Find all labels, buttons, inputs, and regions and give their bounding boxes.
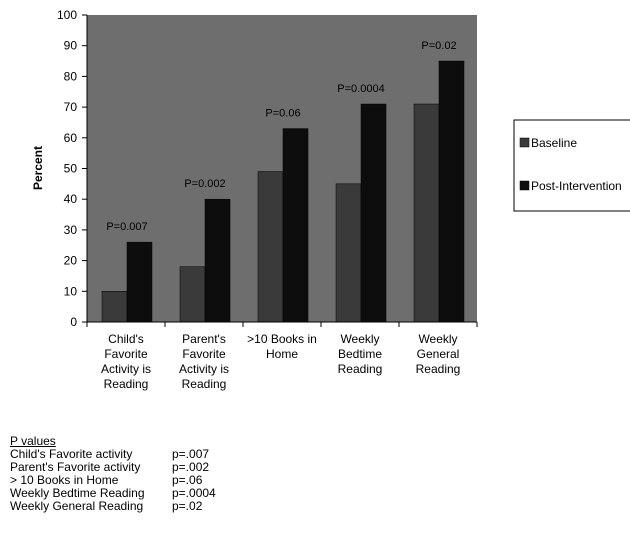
p-value-annotation: P=0.002 xyxy=(184,178,225,190)
y-axis: 0 10 20 30 40 50 60 70 80 90 100 xyxy=(57,8,88,329)
p-value-label: Weekly Bedtime Reading xyxy=(10,486,145,500)
p-value-label: Child's Favorite activity xyxy=(10,447,133,461)
x-tick-label: Weekly General Reading xyxy=(416,332,461,376)
bar-post-intervention xyxy=(282,128,309,323)
x-tick-label: >10 Books in Home xyxy=(247,332,317,361)
legend-swatch-baseline xyxy=(519,137,530,148)
bar-chart: P=0.007 P=0.002 P=0.06 P=0.0004 P=0.02 0 10 20… xyxy=(31,8,630,391)
p-value-row: > 10 Books in Home p=.06 xyxy=(10,474,216,487)
bars-group xyxy=(101,60,465,323)
y-tick-label: 60 xyxy=(64,131,78,145)
y-tick-label: 40 xyxy=(64,192,78,206)
x-tick-label: Child's Favorite Activity is Reading xyxy=(101,332,151,391)
x-tick-label: Weekly Bedtime Reading xyxy=(338,332,383,376)
p-value-label: Weekly General Reading xyxy=(10,499,144,513)
p-values-title: P values xyxy=(10,434,56,448)
y-tick-label: 0 xyxy=(70,315,77,329)
y-tick-label: 80 xyxy=(64,69,78,83)
p-value: p=.06 xyxy=(172,473,203,487)
x-axis: Child's Favorite Activity is Reading Parent'… xyxy=(86,321,478,391)
p-value-label: > 10 Books in Home xyxy=(10,473,119,487)
p-value-annotation: P=0.06 xyxy=(265,108,300,120)
p-value-row: Weekly Bedtime Reading p=.0004 xyxy=(10,487,216,500)
y-tick-label: 20 xyxy=(64,254,78,268)
bar-post-intervention xyxy=(360,103,387,323)
y-axis-label: Percent xyxy=(31,146,45,190)
bar-baseline xyxy=(179,266,206,323)
p-value-annotation: P=0.02 xyxy=(421,40,456,52)
p-value-annotation: P=0.007 xyxy=(106,221,147,233)
p-value-row: Weekly General Reading p=.02 xyxy=(10,500,216,513)
bar-post-intervention xyxy=(204,198,231,323)
legend: Baseline Post-Intervention xyxy=(513,119,630,212)
p-value: p=.02 xyxy=(172,499,203,513)
legend-label-post-intervention: Post-Intervention xyxy=(531,179,622,193)
bar-baseline xyxy=(101,291,128,323)
y-tick-label: 100 xyxy=(57,8,77,22)
bar-post-intervention xyxy=(126,241,153,323)
annotations-group: P=0.007 P=0.002 P=0.06 P=0.0004 P=0.02 xyxy=(106,40,456,233)
y-tick-label: 90 xyxy=(64,39,78,53)
bar-post-intervention xyxy=(438,60,465,323)
y-tick-label: 10 xyxy=(64,284,78,298)
y-tick-label: 30 xyxy=(64,223,78,237)
bar-baseline xyxy=(413,103,440,323)
x-tick-label: Parent's Favorite Activity is Reading xyxy=(179,332,229,391)
bar-baseline xyxy=(335,183,362,323)
p-value: p=.007 xyxy=(172,447,210,461)
y-tick-label: 70 xyxy=(64,100,78,114)
legend-label-baseline: Baseline xyxy=(531,136,577,150)
p-value-annotation: P=0.0004 xyxy=(337,83,384,95)
p-value-label: Parent's Favorite activity xyxy=(10,460,141,474)
legend-swatch-post-intervention xyxy=(519,180,530,191)
legend-box xyxy=(513,119,630,212)
p-value-row: Parent's Favorite activity p=.002 xyxy=(10,461,216,474)
p-values-table: P values Child's Favorite activity p=.00… xyxy=(10,435,216,513)
p-value-row: Child's Favorite activity p=.007 xyxy=(10,448,216,461)
bar-baseline xyxy=(257,171,284,323)
p-value: p=.002 xyxy=(172,460,210,474)
p-value: p=.0004 xyxy=(172,486,216,500)
y-tick-label: 50 xyxy=(64,162,78,176)
